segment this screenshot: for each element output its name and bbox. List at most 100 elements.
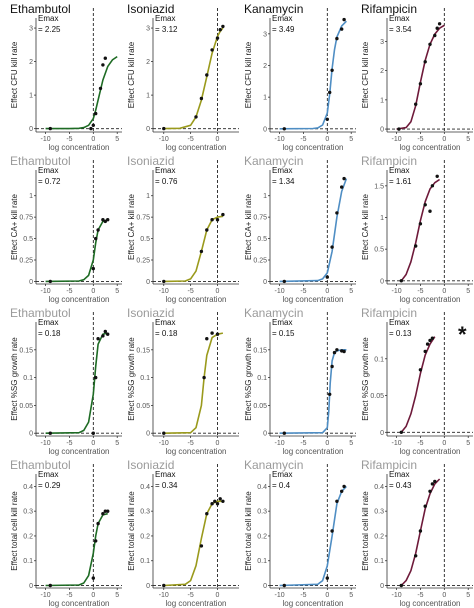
y-tick-label: 0 [380,430,384,437]
data-point [210,502,214,506]
x-tick-label: -10 [274,136,284,143]
y-tick-label: 0.4 [374,484,384,491]
y-tick-label: 0.3 [23,509,33,516]
panel-title: Kanamycin [244,154,303,168]
data-point [106,218,110,222]
y-tick-label: 2 [29,59,33,66]
emax-label: Emax [38,470,58,479]
x-tick-label: 0 [442,592,446,599]
data-point [437,22,442,26]
dose-response-curve [163,27,224,130]
emax-label: Emax [389,166,409,175]
data-point [215,332,220,336]
x-tick-label: -10 [274,288,284,295]
data-point [423,203,427,207]
dose-response-curve [45,332,108,434]
data-point [414,554,418,558]
data-point [202,375,206,380]
emax-label: Emax [272,470,292,479]
x-tick-label: 5 [115,288,119,295]
data-point [340,489,344,493]
y-tick-label: 3 [146,26,150,33]
x-tick-label: 0 [325,592,329,599]
data-point [340,185,344,189]
dose-response-curve [45,55,118,130]
data-point [96,521,100,526]
emax-label: Emax [389,470,409,479]
data-point [397,127,401,131]
dose-response-curve [163,215,224,283]
x-tick-label: -10 [40,288,50,295]
data-point [162,583,166,588]
x-axis-label: log concentration [400,143,461,152]
data-point [218,28,222,32]
x-axis-label: log concentration [49,599,110,608]
x-tick-label: -5 [66,288,72,295]
y-tick-label: 0.5 [374,247,384,254]
y-tick-label: 0.4 [140,484,150,491]
data-point [96,228,100,232]
y-tick-label: 0.5 [257,236,267,243]
y-tick-label: 1 [263,95,267,102]
dose-response-curve [45,512,108,587]
data-point [325,117,329,122]
data-point [101,512,105,516]
x-tick-label: 0 [216,440,220,447]
x-tick-label: 0 [325,288,329,295]
emax-label: Emax [155,14,175,23]
emax-value: = 0.18 [38,329,61,338]
y-tick-label: 0.25 [19,258,33,265]
y-tick-label: 0.1 [23,558,33,565]
panel-title: Kanamycin [244,306,303,320]
data-point [98,86,103,91]
data-point [335,36,339,41]
x-tick-label: -5 [417,136,423,143]
y-tick-label: 1 [380,97,384,104]
y-tick-label: 0.3 [140,509,150,516]
panel-rifampicin-2: Rifampicin 0 0.5 1 1.5 -10 -5 0 5 log concentrati… [361,154,473,304]
x-axis-label: log concentration [283,599,344,608]
data-point [399,279,403,283]
x-tick-label: 5 [115,440,119,447]
data-point [418,82,423,86]
data-point [399,430,403,434]
x-tick-label: 0 [325,136,329,143]
data-point [435,174,439,178]
dose-response-curve [400,178,441,282]
y-tick-label: 1 [146,193,150,200]
y-axis-label: Effect CFU kill rate [127,41,136,108]
emax-value: = 0.43 [389,481,412,490]
y-tick-label: 0.4 [257,484,267,491]
panel-title: Rifampicin [361,2,417,16]
data-point [418,222,423,226]
y-tick-label: 0.75 [136,215,150,222]
x-axis-label: log concentration [283,447,344,456]
panel-title: Rifampicin [361,458,417,472]
panel-ethambutol-3: Ethambutol 0 0.05 0.1 0.15 -10 -5 0 5 log concent… [10,306,122,456]
data-point [425,342,430,346]
y-tick-label: 3 [263,31,267,38]
data-point [414,244,418,248]
y-tick-label: 3 [380,39,384,46]
y-tick-label: 2 [263,63,267,70]
emax-label: Emax [272,14,292,23]
data-point [282,127,286,131]
data-point [106,332,110,336]
x-tick-label: 5 [466,136,470,143]
x-axis-label: log concentration [49,143,110,152]
panel-title: Ethambutol [10,154,71,168]
data-point [205,73,209,77]
data-point [94,539,98,543]
y-tick-label: 1 [380,215,384,222]
y-axis-label: Effect total cell kill rate [127,491,136,571]
emax-label: Emax [155,470,175,479]
data-point [199,249,204,254]
data-point [428,209,432,213]
data-point [48,279,52,284]
data-point [162,126,166,131]
x-tick-label: -5 [66,440,72,447]
data-point [282,431,286,435]
